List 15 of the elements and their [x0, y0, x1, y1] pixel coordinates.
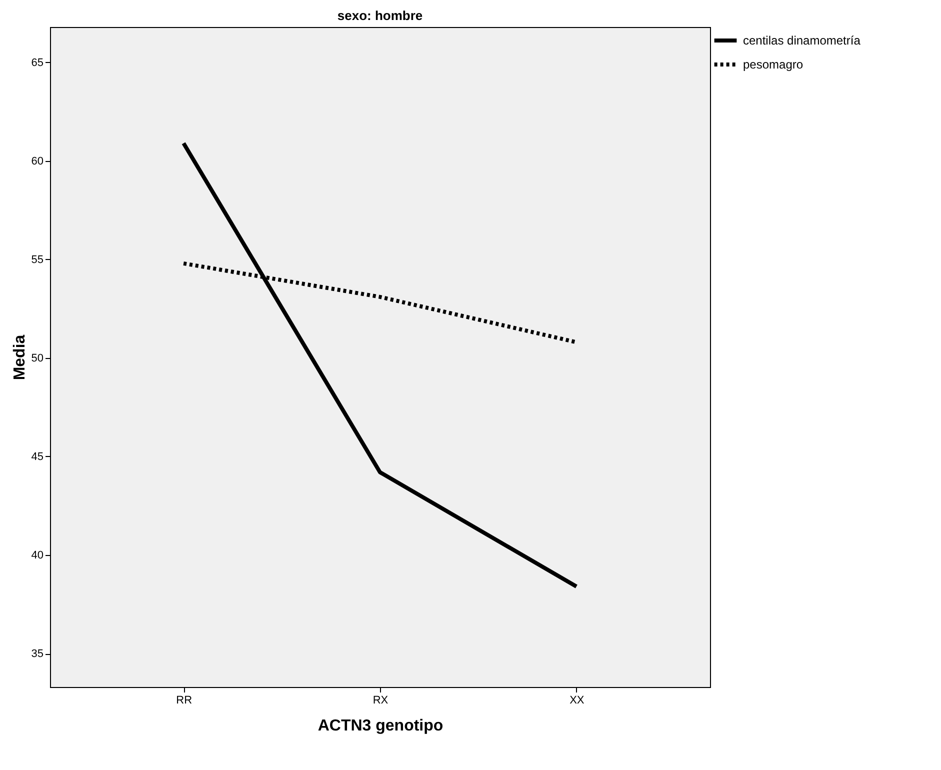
y-axis-title: Media [11, 334, 28, 380]
y-tick-label: 55 [31, 254, 44, 266]
x-tick-label: XX [570, 694, 585, 706]
chart-title: sexo: hombre [337, 8, 423, 23]
legend-label: centilas dinamometría [743, 34, 861, 48]
x-tick-label: RX [372, 694, 389, 706]
y-tick-label: 60 [31, 155, 44, 168]
y-tick-label: 50 [31, 352, 44, 364]
y-tick-label: 65 [31, 56, 44, 69]
y-tick-label: 40 [31, 550, 44, 562]
y-tick-label: 45 [31, 450, 44, 463]
y-tick-label: 35 [31, 648, 44, 660]
x-axis-title: ACTN3 genotipo [318, 718, 444, 734]
x-tick-label: RR [176, 694, 192, 706]
legend-label: pesomagro [743, 58, 804, 72]
